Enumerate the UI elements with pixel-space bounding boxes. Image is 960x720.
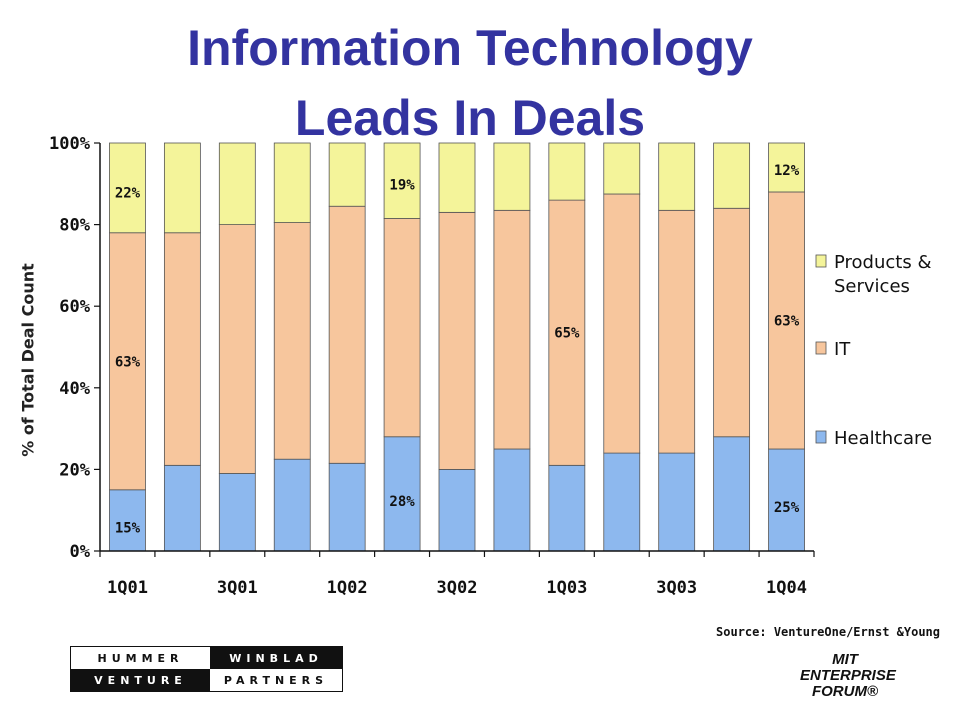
bar-3Q01-products-services <box>218 142 256 225</box>
data-label: 28% <box>389 494 415 510</box>
legend-swatch-products-services <box>815 254 827 268</box>
legend-label-it: IT <box>834 339 851 360</box>
y-tick-label: 0% <box>70 542 91 562</box>
bar-1Q03-it <box>548 199 586 466</box>
x-tick-label: 1Q04 <box>766 578 807 598</box>
logo-hummer: HUMMER <box>71 647 210 669</box>
bar-2Q03-it <box>603 193 641 454</box>
logo-winblad: WINBLAD <box>210 647 342 669</box>
bar-3Q03-healthcare <box>658 452 696 552</box>
data-label: 22% <box>115 185 141 201</box>
hummer-winblad-logo: HUMMER WINBLAD VENTURE PARTNERS <box>70 646 343 692</box>
source-note: Source: VentureOne/Ernst &Young <box>716 625 940 639</box>
bar-1Q04-products-services <box>768 142 805 193</box>
y-axis-label: % of Total Deal Count <box>18 263 38 457</box>
x-tick-label: 1Q03 <box>546 578 587 598</box>
bar-3Q03-products-services <box>658 142 696 211</box>
mit-logo-line-1: MIT <box>832 651 858 668</box>
data-label: 12% <box>774 163 800 179</box>
legend-label-healthcare: Healthcare <box>834 428 932 449</box>
data-label: 19% <box>389 178 415 194</box>
bar-2Q01-healthcare <box>163 464 201 552</box>
bar-3Q01-healthcare <box>218 473 256 552</box>
bar-2Q03-products-services <box>603 142 641 195</box>
x-tick-label: 3Q02 <box>437 578 478 598</box>
bar-1Q01-products-services <box>109 142 146 234</box>
legend-swatch-healthcare <box>815 430 827 444</box>
logo-venture: VENTURE <box>71 669 210 691</box>
bar-4Q01-healthcare <box>273 458 311 552</box>
data-label: 63% <box>774 313 800 329</box>
bar-4Q03-it <box>713 207 751 438</box>
title-line-2: Leads In Deals <box>294 90 646 146</box>
bar-2Q02-products-services <box>383 142 421 219</box>
bar-1Q02-products-services <box>328 142 366 207</box>
bar-3Q02-healthcare <box>438 468 476 552</box>
x-tick-label: 1Q02 <box>327 578 368 598</box>
data-label: 63% <box>115 354 141 370</box>
bar-1Q04-healthcare <box>768 448 805 552</box>
bar-1Q04-it <box>768 191 805 450</box>
data-label: 65% <box>554 326 580 342</box>
bar-4Q03-products-services <box>713 142 751 209</box>
mit-logo-line-3: FORUM® <box>811 683 879 700</box>
title-line-1: Information Technology <box>187 20 753 76</box>
legend-swatch-it <box>815 341 827 355</box>
logo-partners: PARTNERS <box>210 669 342 691</box>
y-tick-label: 20% <box>59 460 90 480</box>
bar-4Q02-healthcare <box>493 448 531 552</box>
bar-3Q03-it <box>658 209 696 454</box>
bar-3Q02-it <box>438 211 476 470</box>
legend-label-products-services: Services <box>834 276 910 297</box>
bar-1Q01-it <box>109 232 146 491</box>
bar-4Q01-it <box>273 222 311 460</box>
data-label: 25% <box>774 500 800 516</box>
bar-2Q01-it <box>163 232 201 466</box>
y-tick-label: 40% <box>59 379 90 399</box>
mit-enterprise-forum-logo: MIT ENTERPRISE FORUM® <box>800 651 896 700</box>
bar-3Q02-products-services <box>438 142 476 213</box>
bar-1Q03-products-services <box>548 142 586 201</box>
bar-1Q02-healthcare <box>328 462 366 552</box>
legend-label-products-services: Products & <box>834 252 931 273</box>
bar-2Q03-healthcare <box>603 452 641 552</box>
y-tick-label: 60% <box>59 297 90 317</box>
bar-4Q02-it <box>493 209 531 450</box>
x-tick-label: 3Q01 <box>217 578 258 598</box>
bar-4Q02-products-services <box>493 142 531 211</box>
x-tick-label: 1Q01 <box>107 578 148 598</box>
bar-1Q03-healthcare <box>548 464 586 552</box>
bar-3Q01-it <box>218 224 256 474</box>
bar-4Q03-healthcare <box>713 436 751 552</box>
bar-2Q02-it <box>383 218 421 438</box>
bar-4Q01-products-services <box>273 142 311 223</box>
y-tick-label: 80% <box>59 216 90 236</box>
y-tick-label: 100% <box>49 134 91 154</box>
data-label: 15% <box>115 520 141 536</box>
bar-2Q01-products-services <box>163 142 201 234</box>
bar-1Q02-it <box>328 205 366 464</box>
x-tick-label: 3Q03 <box>656 578 697 598</box>
mit-logo-line-2: ENTERPRISE <box>800 667 896 684</box>
